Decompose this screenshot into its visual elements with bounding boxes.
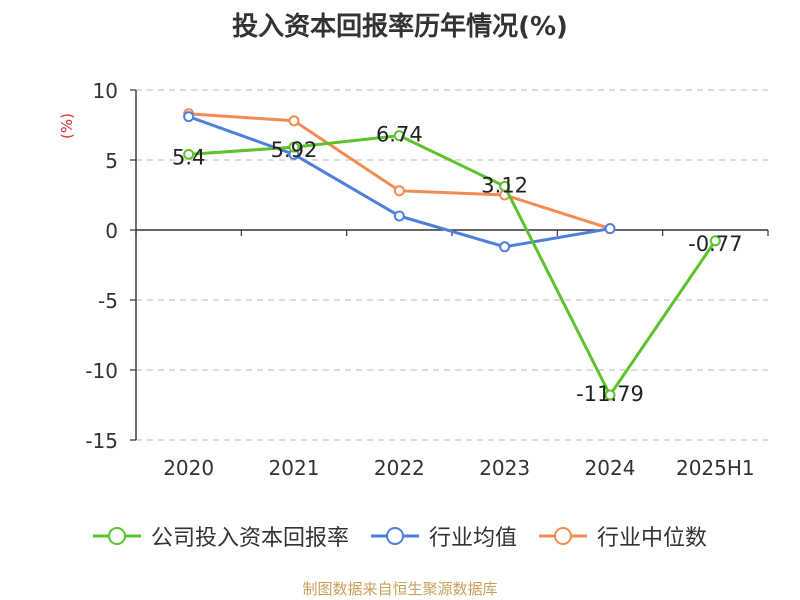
legend-item[interactable]: 行业中位数 [539,520,707,552]
data-point [288,115,300,127]
data-label: 6.74 [376,123,423,147]
data-point [499,180,511,192]
data-point [604,223,616,235]
line-chart: 10 5 0 -5 -10 -15 2020 2021 2022 2023 2024 2025H1 (%… [58,79,769,480]
x-tick-label: 2025H1 [676,456,755,480]
data-point [604,389,616,401]
y-tick-label: 5 [105,149,118,173]
y-axis-label: (%) [58,113,76,139]
legend-swatch-icon [92,527,141,545]
y-tick-label: -15 [85,429,118,453]
grid-layer [136,89,768,441]
y-tick-label: 0 [105,219,118,243]
data-label: -11.79 [576,382,644,406]
x-tick-label: 2023 [479,456,530,480]
y-tick-label: 10 [93,79,118,103]
data-point [393,130,405,142]
label-layer: 5.4 5.92 6.74 3.12 -11.79 -0.77 [172,123,743,406]
source-note: 制图数据来自恒生聚源数据库 [302,580,498,598]
data-point [288,141,300,153]
legend-swatch-icon [539,527,587,545]
series-line [188,134,717,397]
data-point [709,235,721,247]
data-label: 3.12 [481,173,528,197]
data-label: -0.77 [688,232,742,256]
data-label: 5.4 [172,145,205,169]
legend: 公司投入资本回报率 行业均值 行业中位数 [0,520,800,552]
y-tick-label: -10 [85,359,118,383]
legend-label: 行业中位数 [597,526,708,551]
legend-label: 公司投入资本回报率 [150,526,349,551]
y-tick-label: -5 [98,289,118,313]
data-point [393,210,405,222]
data-point [183,111,195,123]
x-tick-label: 2022 [374,456,425,480]
legend-label: 行业均值 [428,526,517,551]
series-layer [183,108,721,401]
legend-item[interactable]: 公司投入资本回报率 [92,520,349,552]
data-point [499,241,511,253]
data-point [393,185,405,197]
x-tick-label: 2021 [269,456,320,480]
legend-swatch-icon [370,527,419,545]
x-tick-label: 2024 [585,456,636,480]
legend-item[interactable]: 行业均值 [370,520,517,552]
x-tick-label: 2020 [163,456,214,480]
data-label: 5.92 [271,138,318,162]
chart-title: 投入资本回报率历年情况(%) [232,12,568,42]
data-point [183,148,195,160]
